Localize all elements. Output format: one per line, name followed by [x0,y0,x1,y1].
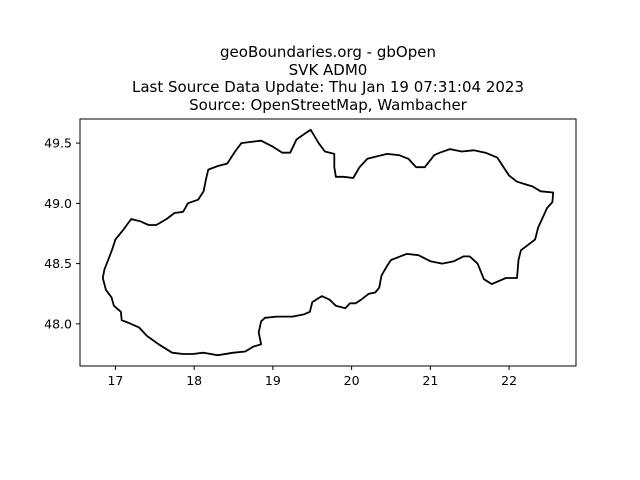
y-axis: 48.0 48.5 49.0 49.5 [44,136,80,331]
x-tick-label: 18 [186,373,202,388]
y-tick-label: 48.5 [44,256,72,271]
x-axis: 17 18 19 20 21 22 [107,366,517,388]
y-tick-label: 48.0 [44,316,72,331]
title-line: SVK ADM0 [288,60,368,79]
y-tick-label: 49.5 [44,136,72,151]
title-line: Last Source Data Update: Thu Jan 19 07:3… [131,78,525,96]
country-boundary [101,128,555,357]
title-line: Source: OpenStreetMap, Wambacher [189,95,467,114]
x-tick-label: 17 [107,373,123,388]
x-tick-label: 22 [501,373,517,388]
x-tick-label: 19 [265,373,281,388]
title-line: geoBoundaries.org - gbOpen [220,43,436,61]
x-tick-label: 21 [422,373,438,388]
x-tick-label: 20 [344,373,360,388]
map-title: geoBoundaries.org - gbOpen SVK ADM0 Last… [0,43,640,114]
y-tick-label: 49.0 [44,196,72,211]
plot-area [79,118,577,367]
